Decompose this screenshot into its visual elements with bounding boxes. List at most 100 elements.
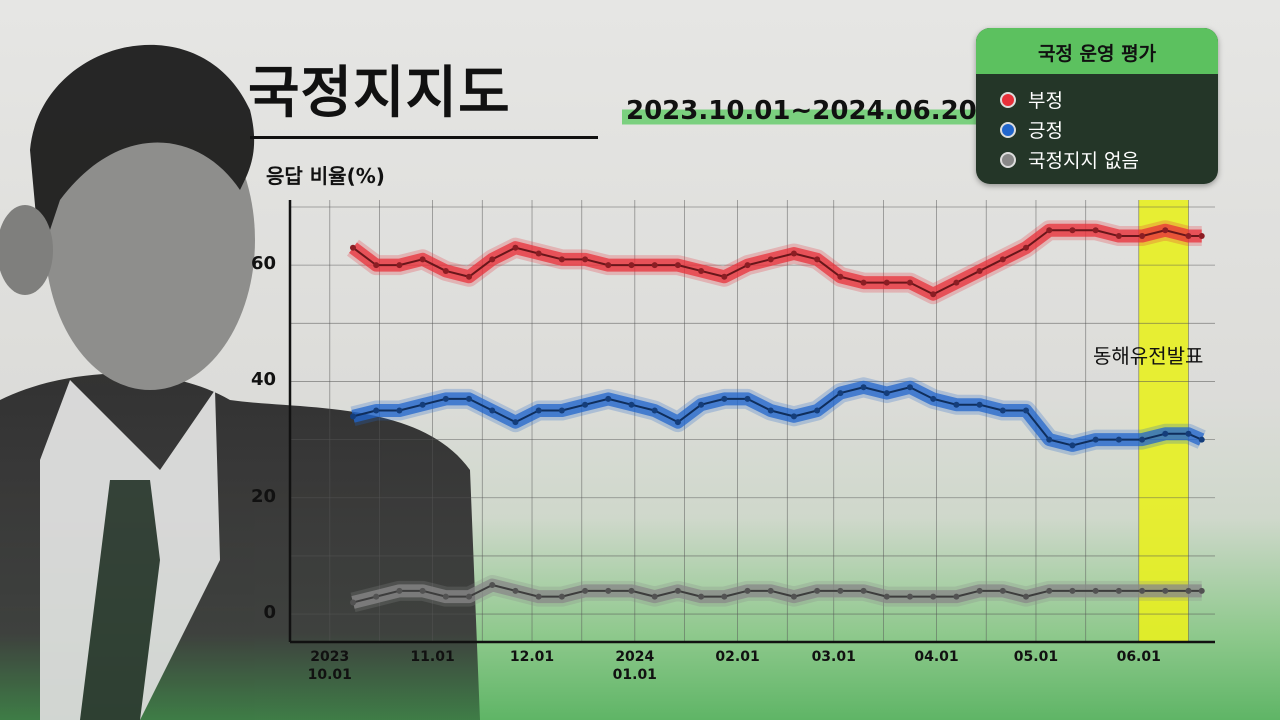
- x-tick-label: 11.01: [410, 649, 455, 665]
- data-point: [582, 401, 589, 408]
- data-point: [721, 593, 728, 600]
- data-point: [1198, 436, 1205, 443]
- data-point: [396, 262, 403, 269]
- y-tick-label: 40: [250, 369, 276, 391]
- series-line: [352, 386, 1203, 447]
- data-point: [373, 407, 380, 414]
- data-point: [906, 384, 913, 391]
- chart-subtitle: 2023.10.01~2024.06.20: [622, 96, 981, 126]
- data-point: [930, 395, 937, 402]
- data-point: [442, 395, 449, 402]
- data-point: [767, 256, 774, 263]
- x-tick-label: 03.01: [811, 649, 856, 665]
- data-point: [1023, 244, 1030, 251]
- x-tick-label: 2024 01.01: [612, 649, 657, 683]
- data-point: [373, 593, 380, 600]
- portrait: [0, 44, 480, 720]
- data-point: [442, 267, 449, 274]
- data-point: [605, 395, 612, 402]
- data-point: [953, 593, 960, 600]
- data-point: [790, 413, 797, 420]
- data-point: [373, 262, 380, 269]
- data-point: [698, 401, 705, 408]
- x-tick-label: 06.01: [1116, 649, 1161, 665]
- data-point: [883, 593, 890, 600]
- data-point: [466, 273, 473, 280]
- data-point: [860, 384, 867, 391]
- data-point: [628, 262, 635, 269]
- data-point: [1046, 436, 1053, 443]
- x-tick-label: 04.01: [914, 649, 959, 665]
- data-point: [814, 407, 821, 414]
- data-point: [883, 279, 890, 286]
- legend-label: 긍정: [1028, 120, 1063, 142]
- y-tick-label: 0: [263, 602, 276, 624]
- data-point: [1139, 436, 1146, 443]
- data-point: [651, 262, 658, 269]
- data-point: [419, 401, 426, 408]
- legend-item: 부정: [1000, 86, 1063, 113]
- data-point: [744, 395, 751, 402]
- legend-swatch: [1000, 151, 1016, 168]
- x-tick-label: 2023 10.01: [307, 649, 352, 683]
- data-point: [1185, 233, 1192, 240]
- title-rule: [250, 136, 598, 139]
- data-point: [1069, 227, 1076, 234]
- data-point: [999, 256, 1006, 263]
- data-point: [1046, 227, 1053, 234]
- data-point: [512, 419, 519, 426]
- data-point: [744, 587, 751, 594]
- data-point: [1092, 587, 1099, 594]
- data-point: [1092, 436, 1099, 443]
- data-point: [837, 273, 844, 280]
- data-point: [906, 593, 913, 600]
- data-point: [1162, 227, 1169, 234]
- data-point: [558, 407, 565, 414]
- data-point: [953, 401, 960, 408]
- data-point: [767, 587, 774, 594]
- data-point: [349, 413, 356, 420]
- data-point: [1115, 587, 1122, 594]
- data-point: [651, 593, 658, 600]
- legend-item: 긍정: [1000, 116, 1063, 143]
- series-line: [352, 584, 1202, 604]
- data-point: [651, 407, 658, 414]
- data-point: [906, 279, 913, 286]
- data-point: [999, 407, 1006, 414]
- data-point: [930, 291, 937, 298]
- legend-swatch: [1000, 121, 1016, 138]
- data-point: [1198, 587, 1205, 594]
- data-point: [1185, 430, 1192, 437]
- data-point: [674, 262, 681, 269]
- data-point: [558, 593, 565, 600]
- y-tick-label: 60: [250, 253, 276, 275]
- data-point: [837, 390, 844, 397]
- data-point: [535, 593, 542, 600]
- chart-title: 국정지지도: [248, 61, 511, 126]
- data-point: [396, 587, 403, 594]
- data-point: [1162, 587, 1169, 594]
- data-point: [814, 587, 821, 594]
- data-point: [767, 407, 774, 414]
- data-point: [1092, 227, 1099, 234]
- data-point: [999, 587, 1006, 594]
- data-point: [535, 250, 542, 257]
- x-tick-label: 12.01: [509, 649, 555, 665]
- data-point: [698, 593, 705, 600]
- data-point: [1185, 587, 1192, 594]
- data-point: [396, 407, 403, 414]
- y-tick-label: 20: [250, 485, 276, 507]
- series-line: [352, 229, 1202, 296]
- data-point: [349, 599, 356, 606]
- highlight-band: [1138, 200, 1189, 642]
- data-point: [976, 267, 983, 274]
- data-point: [489, 256, 496, 263]
- data-point: [1023, 407, 1030, 414]
- data-point: [721, 273, 728, 280]
- data-point: [1023, 593, 1030, 600]
- data-point: [953, 279, 960, 286]
- data-point: [1162, 430, 1169, 437]
